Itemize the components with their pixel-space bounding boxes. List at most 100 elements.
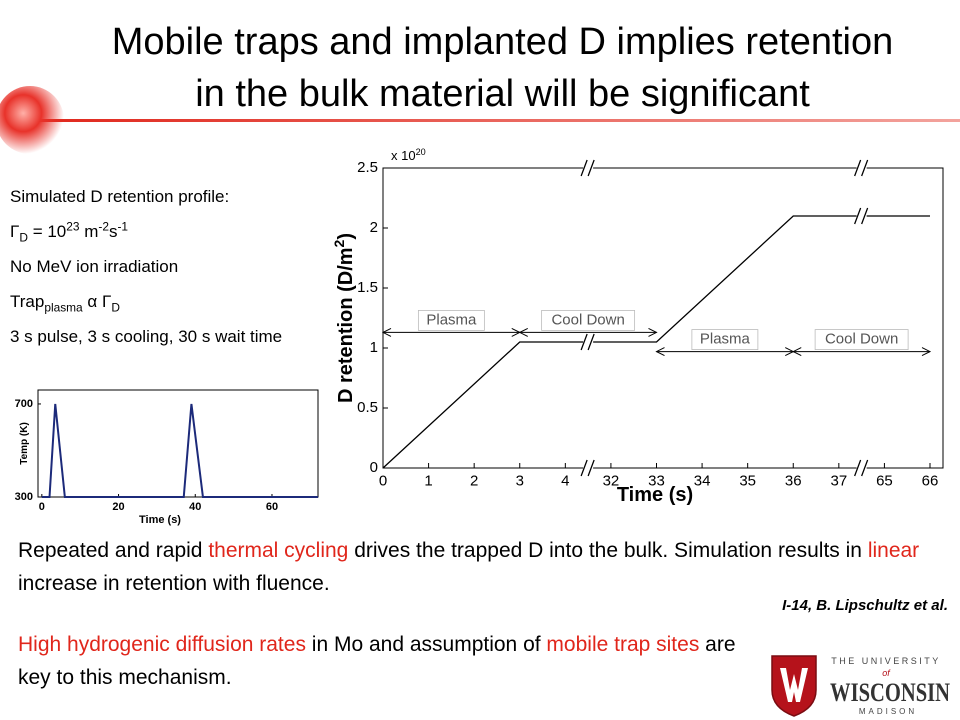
text-segment: in Mo and assumption of [305,633,547,656]
arrow-head [655,347,665,357]
text-segment: Temp (K) [19,422,30,465]
annotation-label: Plasma [700,331,751,348]
break-mark [580,159,588,177]
break-mark [580,459,588,477]
break-mark [580,333,588,351]
text-segment: 2 [331,239,347,247]
paragraph: Repeated and rapid thermal cycling drive… [18,534,953,600]
break-gap [583,466,594,470]
text-segment: High hydrogenic diffusion rates [18,633,306,656]
text-segment: D [111,300,120,315]
text-segment: are key to this mechanism. [18,633,736,689]
title-line: in the bulk material will be significant [195,73,810,115]
y-tick-label: 300 [15,491,33,503]
text-segment: ) [335,233,357,240]
arrow-head [518,327,528,337]
x-tick-label: 0 [379,472,387,489]
text-segment: 23 [66,219,80,234]
text-segment: 20 [416,147,426,157]
y-tick-label: 1.5 [357,279,378,296]
annotation-box [541,309,636,331]
arrow-head [792,347,802,357]
break-gap [583,340,594,344]
plot-frame [37,389,319,498]
x-tick-label: 37 [830,472,847,489]
break-gap [583,166,594,170]
x-axis-label: Time (s) [617,484,693,506]
annotation-box [691,329,759,351]
break-mark [861,459,869,477]
text-segment: 3 s pulse, 3 s cooling, 30 s wait time [10,327,283,346]
title-rule [30,119,960,122]
x-tick-label: 60 [266,501,278,513]
crest-w [780,668,808,702]
logo-name: WISCONSIN [830,678,950,707]
break-gap [856,466,867,470]
text-segment: x 10 [391,148,416,163]
annotation-label: Plasma [426,311,477,328]
y-tick-label: 0 [370,459,378,476]
text-segment: No MeV ion irradiation [10,257,179,276]
title-line: Mobile traps and implanted D implies ret… [111,21,894,63]
break-mark [861,159,869,177]
break-mark [854,159,862,177]
text-segment: s [108,222,118,241]
x-axis-label: Time (s) [139,514,181,526]
x-tick-label: 33 [648,472,665,489]
paragraph: High hydrogenic diffusion rates in Mo an… [18,628,738,694]
text-segment: -2 [98,219,109,234]
text-segment: Trap [10,292,45,311]
x-tick-label: 36 [785,472,802,489]
arrow-head [921,347,932,357]
data-line [41,403,318,498]
y-tick-label: 2.5 [357,159,378,176]
logo-line2: of [882,668,891,678]
text-segment: D [19,230,28,245]
x-tick-label: 66 [922,472,939,489]
logo: THE UNIVERSITY of WISCONSIN MADISON [771,655,950,717]
text-segment: -1 [117,219,129,234]
text-segment: thermal cycling [208,539,349,562]
break-mark [854,459,862,477]
break-mark [854,207,862,225]
arrow-head [648,327,658,337]
note: Trapplasma α ΓD [10,289,310,314]
x-tick-label: 4 [561,472,569,489]
text-segment: plasma [44,300,83,315]
x-tick-label: 3 [516,472,524,489]
y-tick-label: 1 [370,339,378,356]
x-tick-label: 1 [424,472,432,489]
text-segment: Simulated D retention profile: [10,187,230,206]
data-line [382,215,930,469]
x-tick-label: 65 [876,472,893,489]
break-mark [587,159,595,177]
arrow-head [381,327,392,337]
text-segment: Γ [10,222,20,241]
y-axis-label: Temp (K) [19,422,30,465]
text-segment: = 10 [27,222,67,241]
plot-frame [382,167,944,469]
text-segment: linear [867,539,920,562]
title-orb [0,86,64,154]
x-tick-label: 32 [603,472,620,489]
text-segment: drives the trapped D into the bulk. Simu… [348,539,868,562]
annotation-box [814,329,909,351]
y-tick-label: 2 [370,219,378,236]
y-axis-label: D retention (D/m2) [331,233,357,403]
text-segment: increase in retention with fluence. [18,572,330,595]
text-segment: D retention (D/m [335,247,357,403]
note: No MeV ion irradiation [10,254,310,279]
y-tick-label: 0.5 [357,399,378,416]
chart: 300 700 0 20 40 60 Temp (K) Time (s) [15,389,319,526]
x-tick-label: 34 [694,472,711,489]
break-mark [861,207,869,225]
x-tick-label: 20 [112,501,124,513]
break-gap [856,214,867,218]
annotation-box [417,309,485,331]
break-mark [587,333,595,351]
note: Simulated D retention profile: [10,184,310,209]
break-mark [587,459,595,477]
note: ΓD = 1023 m-2s-1 [10,219,310,244]
